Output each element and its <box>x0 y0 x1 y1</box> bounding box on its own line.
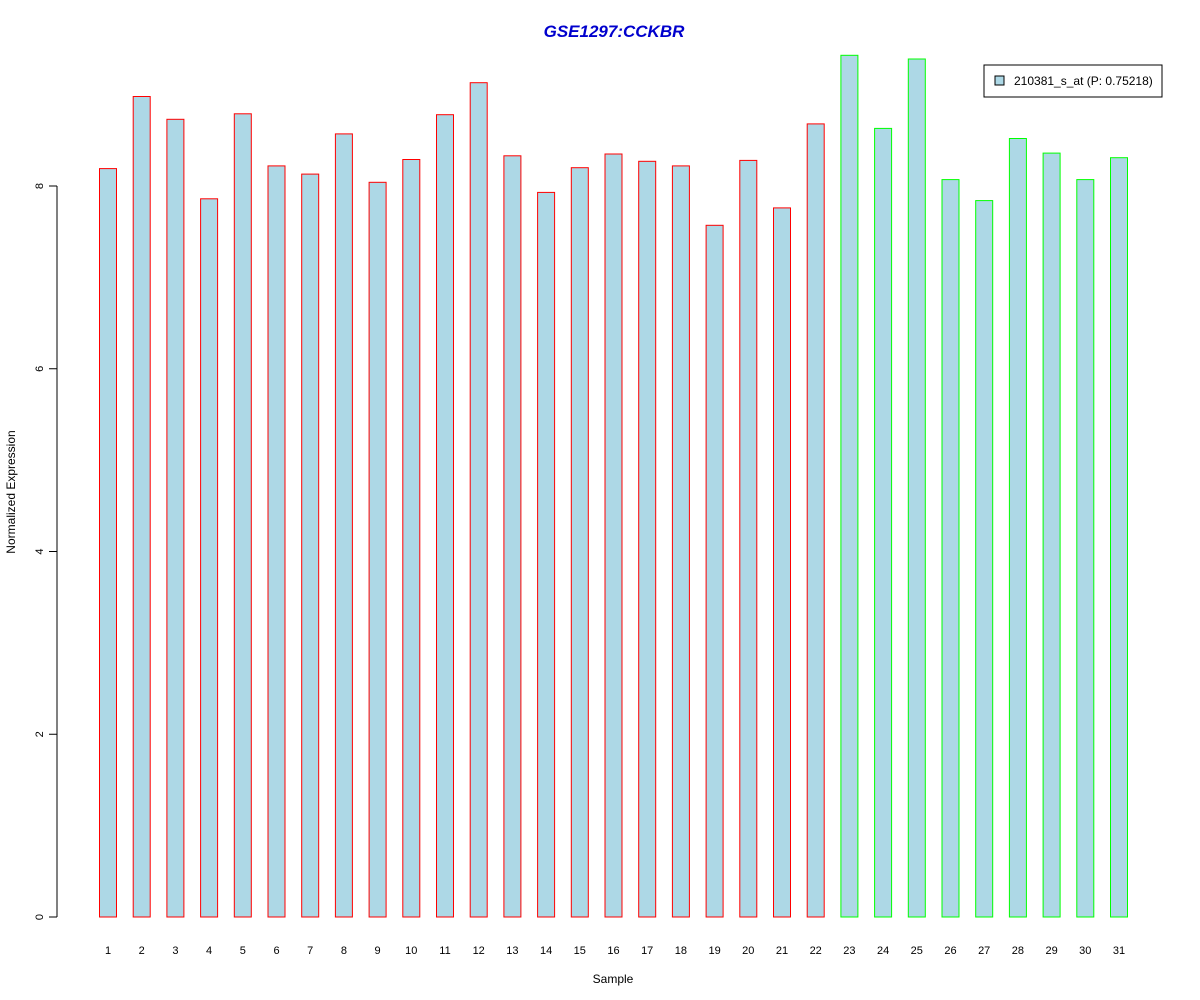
x-tick-label: 15 <box>574 945 586 957</box>
bar-sample-3 <box>166 118 185 918</box>
bar-sample-30 <box>1076 179 1095 918</box>
x-tick-label: 10 <box>405 945 417 957</box>
x-tick-label: 16 <box>607 945 619 957</box>
bar-sample-20 <box>739 159 758 918</box>
x-tick-label: 29 <box>1045 945 1057 957</box>
bar-sample-18 <box>671 165 690 918</box>
x-tick-label: 20 <box>742 945 754 957</box>
bars <box>99 54 1128 918</box>
x-tick-label: 19 <box>708 945 720 957</box>
x-tick-label: 6 <box>273 945 279 957</box>
x-tick-label: 12 <box>473 945 485 957</box>
bar-sample-19 <box>705 224 724 918</box>
y-tick-label: 8 <box>34 183 46 189</box>
x-tick-label: 25 <box>911 945 923 957</box>
x-tick-label: 13 <box>506 945 518 957</box>
x-tick-label: 27 <box>978 945 990 957</box>
bar-sample-23 <box>840 54 859 918</box>
bar-sample-28 <box>1008 138 1027 918</box>
bar-sample-4 <box>200 198 219 918</box>
y-tick-label: 6 <box>34 366 46 372</box>
bar-sample-6 <box>267 165 286 918</box>
bar-sample-24 <box>874 127 893 918</box>
bar-sample-21 <box>773 207 791 918</box>
x-tick-label: 5 <box>240 945 246 957</box>
x-tick-label: 2 <box>139 945 145 957</box>
x-tick-label: 3 <box>172 945 178 957</box>
x-tick-label: 30 <box>1079 945 1091 957</box>
x-tick-label: 14 <box>540 945 552 957</box>
y-tick-label: 2 <box>34 731 46 737</box>
bar-sample-27 <box>975 200 994 918</box>
bar-sample-5 <box>233 113 252 918</box>
y-axis: 0 2 4 6 8 <box>34 183 58 920</box>
legend: 210381_s_at (P: 0.75218) <box>983 64 1163 98</box>
x-axis-label: Sample <box>593 972 634 986</box>
x-tick-label: 17 <box>641 945 653 957</box>
x-tick-label: 8 <box>341 945 347 957</box>
bar-sample-16 <box>604 153 623 918</box>
bar-sample-9 <box>368 181 387 918</box>
bar-sample-2 <box>132 96 151 918</box>
bar-sample-10 <box>402 159 421 918</box>
bar-sample-11 <box>436 114 454 918</box>
x-tick-labels: 1 2 3 4 5 6 7 8 9 10 11 12 13 14 15 16 17 18 19 20 21 22 23 24 2… <box>105 945 1125 957</box>
x-tick-label: 1 <box>105 945 111 957</box>
legend-swatch <box>994 75 1005 86</box>
y-tick-label: 4 <box>34 548 46 554</box>
x-tick-label: 24 <box>877 945 889 957</box>
bar-sample-13 <box>503 155 522 918</box>
x-tick-label: 9 <box>375 945 381 957</box>
bar-sample-8 <box>334 133 353 918</box>
x-tick-label: 26 <box>944 945 956 957</box>
bar-sample-14 <box>537 191 556 918</box>
x-tick-label: 4 <box>206 945 212 957</box>
bar-sample-26 <box>941 179 960 918</box>
y-tick-label: 0 <box>34 914 46 920</box>
bar-sample-17 <box>638 160 657 918</box>
legend-label: 210381_s_at (P: 0.75218) <box>1014 74 1153 88</box>
x-tick-label: 28 <box>1012 945 1024 957</box>
chart-title: GSE1297:CCKBR <box>544 22 685 41</box>
bar-sample-29 <box>1042 152 1061 918</box>
bar-sample-12 <box>469 82 488 918</box>
bar-sample-15 <box>570 167 589 918</box>
x-tick-label: 11 <box>439 945 450 957</box>
x-tick-label: 18 <box>675 945 687 957</box>
x-tick-label: 21 <box>776 945 788 957</box>
bar-sample-22 <box>806 123 825 918</box>
bar-sample-31 <box>1110 157 1128 918</box>
x-tick-label: 23 <box>843 945 855 957</box>
x-tick-label: 31 <box>1113 945 1125 957</box>
bar-sample-25 <box>907 58 926 918</box>
y-axis-label: Normalized Expression <box>4 430 18 553</box>
legend-box <box>983 64 1163 98</box>
bar-sample-7 <box>301 173 320 918</box>
bar-sample-1 <box>99 168 117 918</box>
x-tick-label: 22 <box>810 945 822 957</box>
x-tick-label: 7 <box>307 945 313 957</box>
